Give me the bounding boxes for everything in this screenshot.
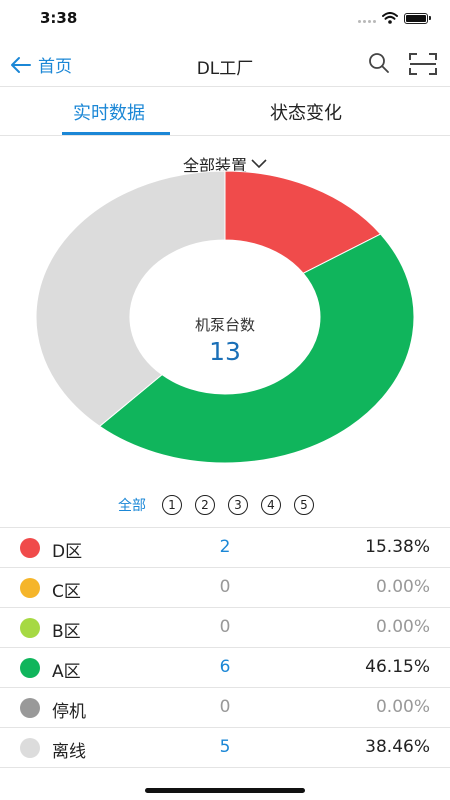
zone-color-dot — [20, 578, 40, 598]
filter-option-1[interactable]: 1 — [162, 495, 182, 515]
donut-center: 机泵台数 13 — [145, 314, 305, 366]
zone-count: 0 — [219, 617, 231, 637]
tab-state-change[interactable]: 状态变化 — [270, 103, 342, 124]
zone-color-dot — [20, 658, 40, 678]
pump-donut-chart — [35, 170, 415, 464]
active-tab-indicator — [62, 132, 170, 135]
donut-center-label: 机泵台数 — [194, 316, 255, 334]
zone-count: 0 — [219, 697, 231, 717]
zone-percent: 38.46% — [365, 737, 430, 757]
zone-color-dot — [20, 698, 40, 718]
zone-percent: 0.00% — [375, 577, 430, 597]
zone-percent: 46.15% — [365, 657, 430, 677]
zone-name: A区 — [52, 662, 81, 682]
battery-icon — [404, 12, 431, 24]
zone-color-dot — [20, 538, 40, 558]
arrow-left-icon — [11, 56, 31, 73]
zone-count: 2 — [219, 537, 231, 557]
zone-name: C区 — [52, 582, 81, 602]
tab-bar: 实时数据 状态变化 — [0, 87, 450, 136]
device-dropdown-label: 全部装置 — [182, 156, 247, 175]
zone-name: 停机 — [52, 702, 86, 722]
zone-name: 离线 — [52, 742, 86, 762]
status-time: 3:38 — [40, 9, 78, 27]
filter-option-4[interactable]: 4 — [261, 495, 281, 515]
zone-count: 5 — [219, 737, 231, 757]
chevron-down-icon — [251, 154, 267, 173]
status-bar: 3:38 — [0, 0, 450, 40]
zone-percent: 15.38% — [365, 537, 430, 557]
donut-center-value: 13 — [209, 337, 241, 366]
scan-button[interactable] — [408, 52, 438, 80]
filter-option-5[interactable]: 5 — [294, 495, 314, 515]
back-label: 首页 — [38, 57, 72, 77]
zone-row-a[interactable]: A区 6 46.15% — [0, 648, 450, 688]
zone-name: B区 — [52, 622, 81, 642]
wifi-icon — [382, 12, 398, 24]
device-dropdown[interactable]: 全部装置 — [0, 152, 450, 176]
zone-percent: 0.00% — [375, 697, 430, 717]
zone-name: D区 — [52, 542, 83, 562]
donut-slice — [98, 233, 415, 464]
filter-option-2[interactable]: 2 — [195, 495, 215, 515]
search-button[interactable] — [368, 52, 390, 78]
home-indicator — [145, 788, 305, 793]
status-icons — [358, 12, 431, 24]
zone-row-b[interactable]: B区 0 0.00% — [0, 608, 450, 648]
zone-row-stopped[interactable]: 停机 0 0.00% — [0, 688, 450, 728]
zone-count: 0 — [219, 577, 231, 597]
zone-count: 6 — [219, 657, 231, 677]
scan-icon — [409, 53, 437, 75]
back-button[interactable]: 首页 — [10, 52, 72, 77]
signal-icon — [358, 13, 376, 23]
unit-filter: 全部 1 2 3 4 5 — [118, 495, 314, 515]
nav-bar: 首页 DL工厂 — [0, 42, 450, 87]
filter-option-3[interactable]: 3 — [228, 495, 248, 515]
search-icon — [369, 53, 389, 73]
zone-list: D区 2 15.38% C区 0 0.00% B区 0 0.00% A区 6 4… — [0, 527, 450, 768]
tab-realtime-data[interactable]: 实时数据 — [73, 103, 145, 124]
zone-color-dot — [20, 738, 40, 758]
zone-row-offline[interactable]: 离线 5 38.46% — [0, 728, 450, 768]
zone-row-d[interactable]: D区 2 15.38% — [0, 528, 450, 568]
zone-percent: 0.00% — [375, 617, 430, 637]
zone-color-dot — [20, 618, 40, 638]
filter-all[interactable]: 全部 — [118, 498, 146, 514]
donut-slice — [35, 170, 226, 427]
zone-row-c[interactable]: C区 0 0.00% — [0, 568, 450, 608]
